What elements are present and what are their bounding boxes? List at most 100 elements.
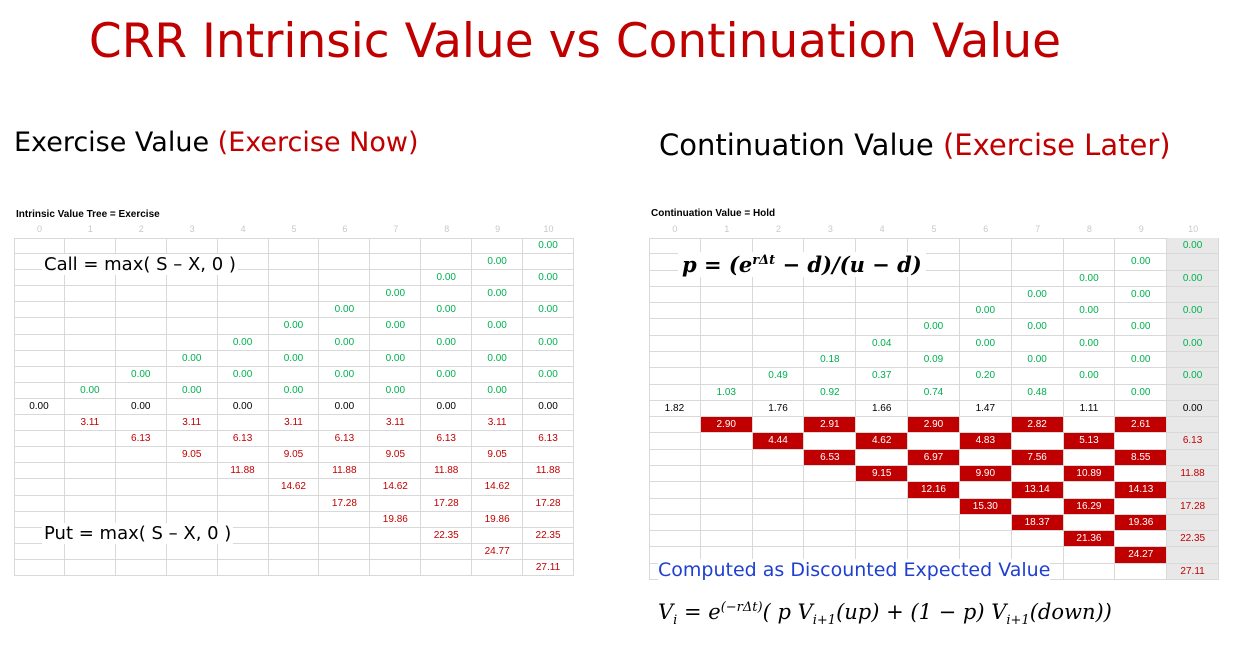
tree-cell bbox=[700, 352, 753, 369]
tree-cell bbox=[959, 352, 1012, 369]
tree-cell bbox=[1115, 238, 1168, 255]
tree-cell: 0.00 bbox=[115, 398, 167, 416]
tree-cell bbox=[14, 495, 65, 512]
tree-cell bbox=[319, 479, 371, 496]
tree-cell bbox=[1063, 254, 1116, 271]
tree-cell: 0.00 bbox=[523, 334, 574, 351]
tree-cell bbox=[319, 238, 371, 255]
column-header: 3 bbox=[827, 224, 833, 234]
tree-cell: 0.00 bbox=[1115, 286, 1168, 304]
tree-cell: 9.05 bbox=[166, 447, 218, 464]
tree-cell bbox=[217, 350, 269, 367]
tree-cell bbox=[166, 238, 218, 255]
formula-part: i+1 bbox=[1006, 613, 1030, 629]
tree-cell bbox=[472, 527, 524, 544]
tree-cell bbox=[1115, 498, 1168, 515]
tree-cell bbox=[14, 511, 65, 528]
tree-cell: 6.13 bbox=[115, 431, 167, 448]
tree-cell: 1.11 bbox=[1063, 400, 1116, 418]
put-formula: Put = max( S – X, 0 ) bbox=[42, 523, 234, 544]
tree-cell bbox=[370, 238, 422, 255]
tree-cell bbox=[649, 270, 701, 287]
tree-cell bbox=[649, 335, 701, 352]
formula-part: = e bbox=[677, 600, 721, 624]
table-frame bbox=[649, 238, 1219, 580]
tree-cell bbox=[14, 447, 65, 464]
tree-cell bbox=[421, 511, 473, 528]
tree-cell: 1.66 bbox=[856, 400, 909, 418]
tree-cell bbox=[908, 466, 960, 483]
tree-cell bbox=[370, 366, 422, 383]
tree-cell: 0.00 bbox=[1167, 303, 1219, 320]
column-header: 3 bbox=[189, 224, 195, 234]
tree-cell: 0.00 bbox=[1011, 319, 1064, 336]
tree-cell bbox=[319, 543, 371, 560]
tree-cell: 0.00 bbox=[370, 318, 422, 335]
tree-cell bbox=[421, 447, 473, 464]
tree-cell bbox=[1167, 449, 1219, 466]
tree-cell: 27.11 bbox=[523, 559, 574, 576]
tree-cell: 0.00 bbox=[472, 318, 524, 335]
column-header: 9 bbox=[1138, 224, 1144, 234]
tree-cell bbox=[64, 238, 116, 255]
tree-cell bbox=[1011, 335, 1064, 352]
tree-cell bbox=[804, 498, 857, 515]
tree-cell bbox=[268, 302, 320, 319]
tree-cell bbox=[752, 384, 805, 401]
tree-cell bbox=[268, 254, 320, 271]
tree-cell bbox=[217, 270, 269, 287]
tree-cell bbox=[804, 368, 857, 385]
column-header: 4 bbox=[240, 224, 246, 234]
tree-cell bbox=[268, 334, 320, 351]
tree-cell bbox=[64, 318, 116, 335]
tree-cell bbox=[1063, 417, 1116, 434]
tree-cell bbox=[166, 543, 218, 560]
tree-cell bbox=[1063, 563, 1116, 580]
tree-cell bbox=[64, 431, 116, 448]
tree-cell: 9.05 bbox=[370, 447, 422, 464]
tree-cell bbox=[856, 319, 909, 336]
tree-cell bbox=[370, 495, 422, 512]
tree-cell bbox=[64, 366, 116, 383]
tree-cell bbox=[1167, 286, 1219, 304]
tree-cell bbox=[14, 463, 65, 480]
tree-cell: 0.00 bbox=[166, 350, 218, 367]
tree-cell bbox=[64, 350, 116, 367]
p-formula: p = (erΔt − d)/(u − d) bbox=[678, 252, 926, 277]
tree-cell bbox=[700, 303, 753, 320]
tree-cell: 0.00 bbox=[1167, 368, 1219, 385]
tree-cell: 3.11 bbox=[268, 415, 320, 432]
tree-cell bbox=[700, 286, 753, 304]
column-header: 1 bbox=[87, 224, 93, 234]
v-formula: Vi = e(−rΔt)( p Vi+1(up) + (1 − p) Vi+1(… bbox=[658, 600, 1112, 628]
title: CRR Intrinsic Value vs Continuation Valu… bbox=[88, 14, 1062, 69]
tree-cell bbox=[523, 382, 574, 399]
tree-cell: 0.00 bbox=[1063, 335, 1116, 352]
tree-cell: 3.11 bbox=[64, 415, 116, 432]
exercise-table: 0 1 2 3 4 5 6 7 8 9 10 0.00 0.00 0.00 0.00 0.00 0.00 0.00… bbox=[14, 224, 574, 576]
tree-cell: 6.13 bbox=[523, 431, 574, 448]
tree-cell bbox=[649, 482, 701, 499]
tree-cell bbox=[1011, 400, 1064, 418]
tree-cell bbox=[649, 319, 701, 336]
tree-cell bbox=[421, 286, 473, 303]
tree-cell bbox=[856, 270, 909, 287]
tree-cell bbox=[908, 303, 960, 320]
tree-cell bbox=[649, 498, 701, 515]
tree-cell bbox=[1063, 238, 1116, 255]
tree-cell bbox=[268, 527, 320, 544]
tree-cell: 4.44 bbox=[752, 433, 805, 450]
tree-cell bbox=[64, 447, 116, 464]
tree-cell bbox=[166, 495, 218, 512]
tree-cell: 0.00 bbox=[268, 318, 320, 335]
tree-cell bbox=[1011, 466, 1064, 483]
tree-cell bbox=[649, 466, 701, 483]
tree-cell: 0.00 bbox=[421, 398, 473, 416]
formula-part: i bbox=[673, 613, 678, 629]
tree-cell: 0.00 bbox=[1115, 254, 1168, 271]
tree-cell bbox=[649, 303, 701, 320]
tree-cell bbox=[908, 498, 960, 515]
tree-cell bbox=[115, 463, 167, 480]
tree-cell bbox=[649, 286, 701, 304]
